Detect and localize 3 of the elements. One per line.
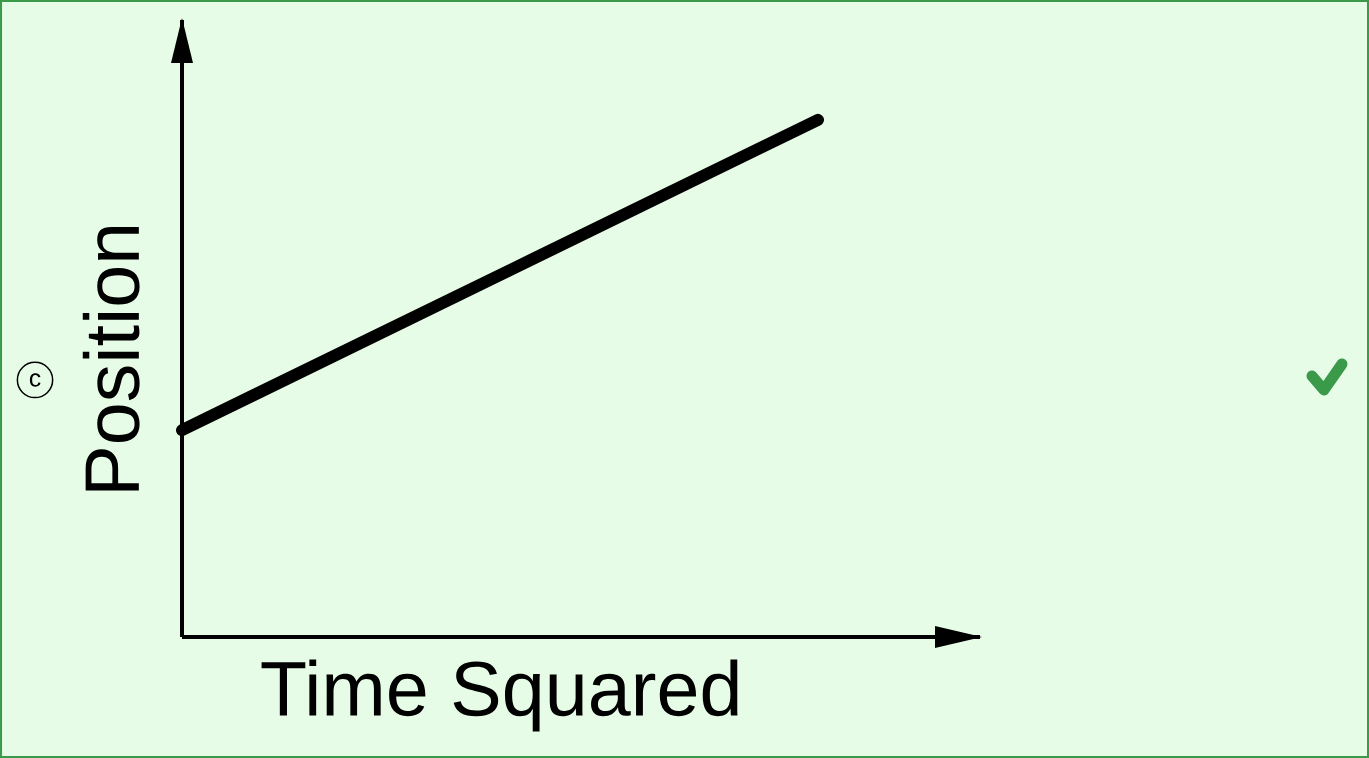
text: c <box>29 373 41 387</box>
y-axis-title: Position <box>82 226 140 491</box>
x-axis-title: Time Squared <box>261 659 738 732</box>
